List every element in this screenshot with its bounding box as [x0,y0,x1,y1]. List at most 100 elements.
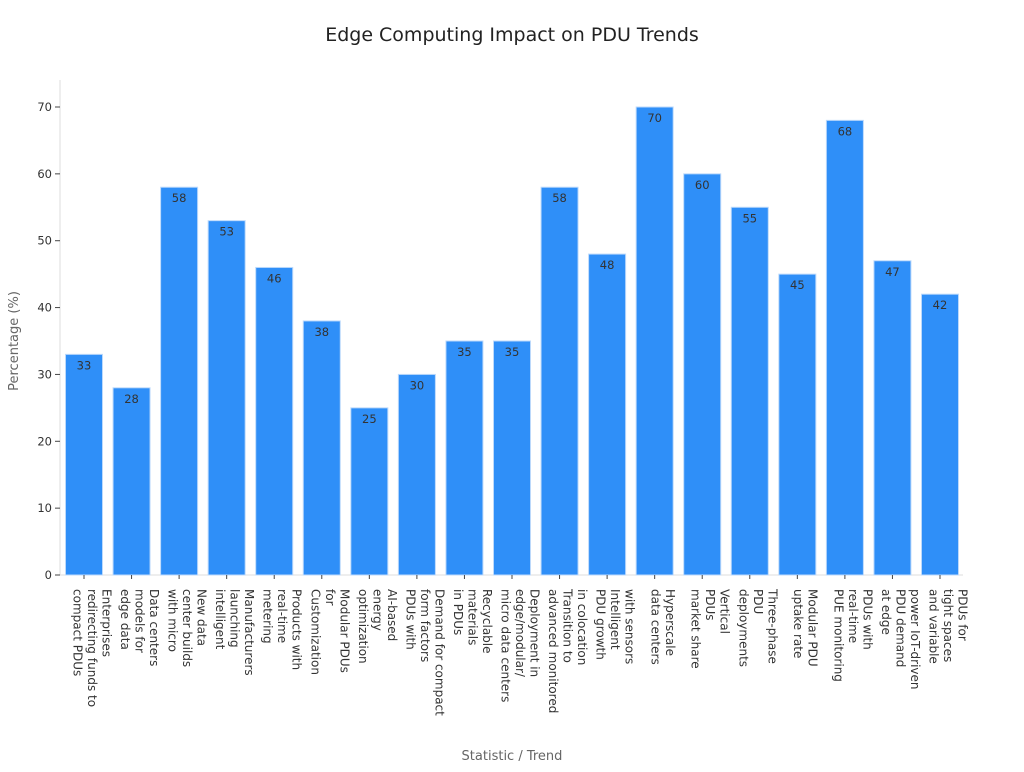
x-tick-label-line: optimization [356,589,370,664]
x-tick-label: Data centersmodels foredge data [118,589,161,666]
y-tick-label: 10 [37,501,52,515]
x-tick-label-line: advanced [546,589,560,648]
x-tick-label: Enterprisesredirecting funds tocompact PD… [71,589,114,707]
bar-value-label: 58 [552,191,567,205]
y-tick-label: 70 [37,100,52,114]
x-tick-label-line: Hyperscale [663,589,677,656]
x-tick-label: VerticalPDUsmarket share [689,589,732,669]
chart-title: Edge Computing Impact on PDU Trends [325,24,699,46]
x-tick-label-line: PDUs with [860,589,874,650]
x-tick-label: Manufacturerslaunchingintelligent [213,589,256,676]
bar-value-label: 28 [124,392,139,406]
x-tick-label-line: at edge [879,589,893,635]
x-tick-label-line: real-time [275,589,289,643]
x-tick-label-line: PDUs [703,589,717,621]
x-tick-label: AI-basedenergyoptimization [356,589,399,664]
x-tick-label-line: metering [261,589,275,644]
x-tick-label-line: form factors [418,589,432,662]
x-tick-label-line: energy [370,589,384,631]
x-tick-label-line: Vertical [718,589,732,634]
x-tick-label-line: Modular PDU [806,589,820,667]
bar-value-label: 68 [838,124,853,138]
x-tick-label: in colocationTransition toadvanced monito… [546,588,589,713]
bar [635,106,674,576]
x-tick-label-line: PDUs for [956,589,970,641]
bar [778,273,817,576]
x-tick-label-line: for [323,589,337,606]
x-tick-label-line: micro data [499,589,513,653]
x-tick-label-line: monitored [546,652,560,714]
bar-value-label: 58 [172,191,187,205]
y-tick-label: 40 [37,301,52,315]
bar-value-label: 42 [933,298,948,312]
x-tick-label-line: Manufacturers [242,589,256,676]
x-tick-label: power IoT-drivenPDU demandat edge [879,589,922,690]
x-tick-label-line: in colocation [575,589,589,665]
bar [540,186,579,576]
y-axis-label: Percentage (%) [7,291,22,391]
bar-value-label: 47 [885,265,900,279]
x-tick-label: New datacenter buildswith micro [166,589,209,667]
x-tick-label-line: market share [689,589,703,669]
x-tick-label-line: and variable [927,589,941,664]
x-tick-label: Modular PDUuptake rate [791,589,820,667]
x-tick-label: Products withreal-timemetering [261,589,304,670]
x-tick-label-line: compact [432,664,446,716]
bar [445,340,484,576]
x-tick-label-line: AI-based [385,589,399,641]
bar [255,266,294,576]
bar [493,340,531,576]
bar-value-label: 45 [790,278,805,292]
x-tick-label-line: models for [133,589,147,653]
bar-value-label: 70 [647,111,662,125]
x-tick-label-line: Three-phase [765,588,779,664]
bar-value-label: 35 [457,345,472,359]
x-tick-label-line: center builds [180,589,194,667]
x-tick-label-line: power [908,589,922,626]
x-tick-label-line: intelligent [213,589,227,650]
bar [302,320,341,576]
x-tick-label-line: materials [465,589,479,645]
x-tick-label-line: uptake rate [791,589,805,658]
x-tick-label: PDUs fortight spacesand variable [927,589,970,664]
x-tick-label-line: Customization [308,589,322,675]
y-tick-label: 20 [37,434,52,448]
bar-value-label: 60 [695,178,710,192]
x-tick-label-line: compact PDUs [71,589,85,676]
y-tick-label: 50 [37,234,52,248]
x-tick-labels: Enterprisesredirectingfunds tocompact PD… [71,575,970,716]
x-tick-label-line: Deployment in [528,589,542,677]
bar [207,220,246,576]
x-tick-label-line: Products with [290,589,304,670]
x-tick-label-line: New data [195,589,209,646]
bar [397,373,436,576]
x-tick-label-line: PDU growth [594,589,608,660]
x-tick-label: PDUs withreal-timePUE monitoring [831,589,874,682]
bar [350,407,389,576]
bar [825,119,864,576]
x-tick-label-line: edge/modular/ [513,589,527,678]
x-tick-label: Hyperscaledata centers [648,589,677,665]
x-tick-label-line: Data centers [147,589,161,666]
x-tick-label-line: edge data [118,589,132,650]
x-tick-label-line: Enterprises [100,589,114,657]
bar [160,186,199,576]
x-tick-label: Modular PDUsforCustomization [308,589,351,675]
bar [65,353,103,576]
x-tick-label-line: deployments [736,589,750,667]
bar-value-label: 25 [362,412,377,426]
bar [112,387,151,576]
y-tick-label: 60 [37,167,52,181]
x-tick-label-line: Recyclable [480,589,494,654]
x-tick-label-line: with micro [166,589,180,652]
x-tick-label-line: with sensors [623,589,637,664]
bar-value-label: 38 [314,325,329,339]
x-tick-label: Three-phasePDUdeployments [736,588,779,667]
x-tick-label-line: Demand for [432,589,446,660]
bar-value-label: 35 [505,345,520,359]
bar-value-label: 53 [219,225,234,239]
x-axis-label: Statistic / Trend [462,749,563,764]
bars: 33 28 58 53 46 38 25 30 35 35 58 48 70 60 55 45 68 47 42 [65,106,959,576]
x-tick-label-line: in PDUs [451,589,465,635]
